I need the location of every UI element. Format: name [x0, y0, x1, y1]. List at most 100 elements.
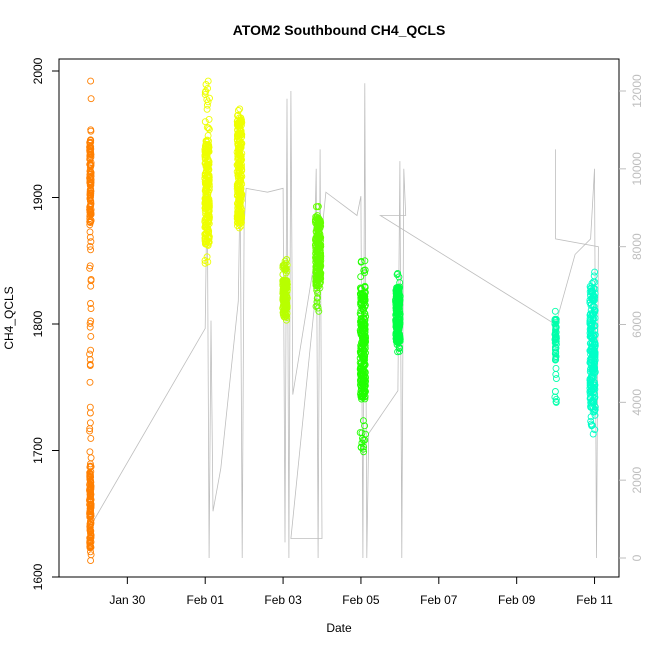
- data-point: [359, 445, 367, 453]
- data-point: [552, 398, 560, 406]
- data-point: [282, 265, 290, 273]
- data-point: [87, 138, 95, 146]
- data-point: [586, 296, 594, 304]
- data-point: [204, 77, 212, 85]
- y2-tick-label-5: 10000: [630, 152, 644, 186]
- data-point: [86, 350, 94, 358]
- data-point: [552, 353, 560, 361]
- data-point: [588, 312, 595, 320]
- data-point: [586, 395, 594, 402]
- data-point: [87, 209, 95, 217]
- data-point: [86, 205, 94, 213]
- data-point: [86, 362, 94, 370]
- data-point: [395, 309, 403, 317]
- data-point: [204, 132, 212, 140]
- data-point: [279, 304, 287, 312]
- secondary-trace-line: [90, 83, 599, 559]
- data-point: [203, 105, 211, 113]
- data-point: [587, 402, 595, 410]
- data-point: [205, 125, 213, 133]
- data-point: [591, 381, 599, 389]
- data-point: [87, 159, 95, 167]
- data-point: [357, 273, 365, 281]
- data-point: [87, 317, 95, 325]
- data-point: [312, 302, 320, 310]
- y-tick-label-4: 2000: [31, 57, 45, 84]
- data-point: [589, 365, 596, 373]
- data-point: [552, 344, 560, 352]
- data-point: [87, 434, 95, 442]
- data-point: [587, 420, 595, 428]
- data-point: [202, 81, 210, 88]
- y-tick-label-1: 1700: [31, 437, 45, 464]
- data-point: [393, 292, 401, 300]
- data-point: [551, 339, 559, 347]
- data-point: [356, 429, 364, 437]
- data-point: [86, 520, 94, 528]
- x-tick-label-5: Feb 09: [498, 593, 536, 607]
- data-point: [86, 139, 94, 147]
- data-point: [588, 373, 596, 381]
- data-point: [357, 285, 365, 293]
- data-point: [358, 352, 366, 360]
- data-point: [202, 162, 210, 169]
- data-point: [87, 483, 95, 491]
- data-point: [279, 294, 287, 302]
- x-tick-label-3: Feb 05: [342, 593, 380, 607]
- data-point: [313, 253, 321, 261]
- data-point: [86, 262, 94, 270]
- data-point: [235, 154, 243, 162]
- data-point: [361, 269, 369, 277]
- data-point: [206, 94, 213, 102]
- data-point: [86, 524, 94, 531]
- data-point: [317, 234, 325, 241]
- secondary-y-axis: 0 2000 4000 6000 8000 10000 12000: [619, 74, 644, 561]
- data-point: [234, 179, 242, 187]
- data-point: [392, 310, 400, 318]
- data-point: [86, 543, 94, 550]
- data-point: [234, 107, 242, 114]
- data-point: [394, 283, 402, 291]
- data-point: [86, 212, 94, 220]
- data-point: [202, 141, 210, 149]
- data-point: [396, 347, 403, 355]
- data-point: [361, 381, 369, 389]
- x-axis-label: Date: [326, 621, 352, 635]
- series-2: [233, 105, 246, 232]
- data-point: [551, 356, 559, 364]
- data-point: [86, 264, 94, 272]
- data-point: [357, 258, 365, 266]
- data-point: [393, 324, 401, 332]
- data-point: [589, 368, 597, 376]
- y2-tick-label-1: 2000: [630, 466, 644, 493]
- y-tick-label-0: 1600: [31, 563, 45, 590]
- data-point: [587, 350, 595, 358]
- x-tick-label-0: Jan 30: [109, 593, 145, 607]
- x-tick-label-1: Feb 01: [187, 593, 225, 607]
- data-point: [551, 329, 559, 337]
- data-point: [202, 167, 210, 175]
- data-point: [281, 283, 289, 291]
- data-point: [238, 119, 246, 126]
- series-5: [356, 257, 370, 456]
- data-point: [86, 427, 94, 435]
- data-point: [552, 334, 560, 342]
- data-point: [589, 398, 596, 406]
- data-point: [552, 395, 560, 403]
- data-point: [358, 321, 366, 329]
- data-point: [591, 359, 599, 367]
- data-point: [86, 425, 94, 433]
- series-0: [86, 77, 95, 565]
- series-8: [586, 268, 599, 438]
- data-point: [86, 488, 94, 496]
- y-tick-label-2: 1800: [31, 310, 45, 337]
- data-point: [361, 422, 369, 430]
- data-point: [591, 331, 599, 339]
- data-point: [205, 115, 213, 123]
- data-point: [86, 164, 94, 172]
- series-4: [311, 202, 325, 315]
- series-1: [201, 77, 213, 267]
- data-point: [238, 180, 246, 188]
- data-point: [591, 285, 599, 293]
- data-point: [234, 120, 242, 127]
